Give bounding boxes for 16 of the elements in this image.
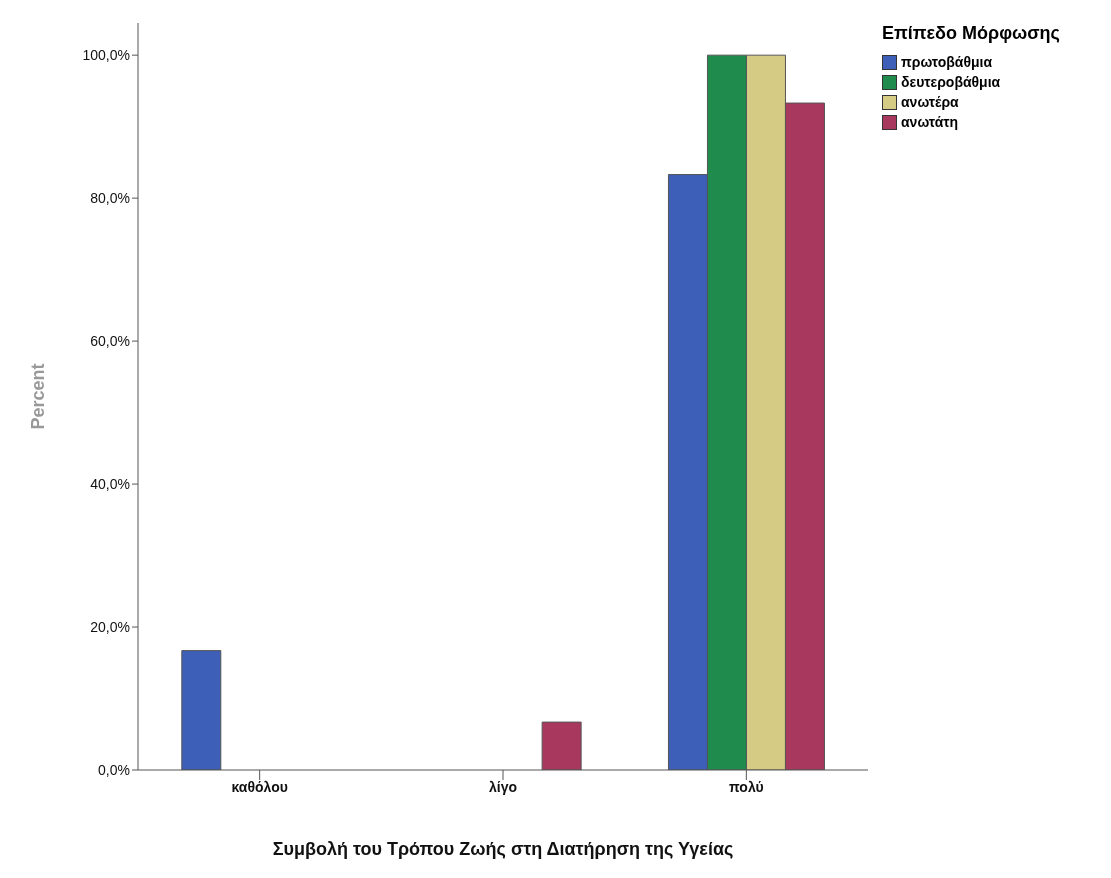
legend-label: πρωτοβάθμια <box>900 54 993 70</box>
y-tick-label: 100,0% <box>82 47 130 64</box>
legend-label: ανωτάτη <box>900 114 960 130</box>
y-axis-title: Percent <box>28 363 49 430</box>
x-tick-label: πολύ <box>729 778 764 795</box>
x-tick-label: λίγο <box>488 778 518 795</box>
legend-label: ανωτέρα <box>900 94 960 110</box>
y-tick-label: 20,0% <box>90 619 130 635</box>
y-tick-label: 80,0% <box>90 190 130 207</box>
y-tick-label: 40,0% <box>90 476 130 493</box>
legend-title: Επίπεδο Μόρφωσης <box>882 23 1061 44</box>
x-tick-label: καθόλου <box>231 778 288 795</box>
legend-label: δευτεροβάθμια <box>900 74 1002 90</box>
y-tick-label: 60,0% <box>90 333 130 350</box>
y-tick-label: 0,0% <box>98 761 130 778</box>
x-axis-title: Συμβολή του Τρόπου Ζωής στη Διατήρηση της Υγείας <box>272 839 734 859</box>
